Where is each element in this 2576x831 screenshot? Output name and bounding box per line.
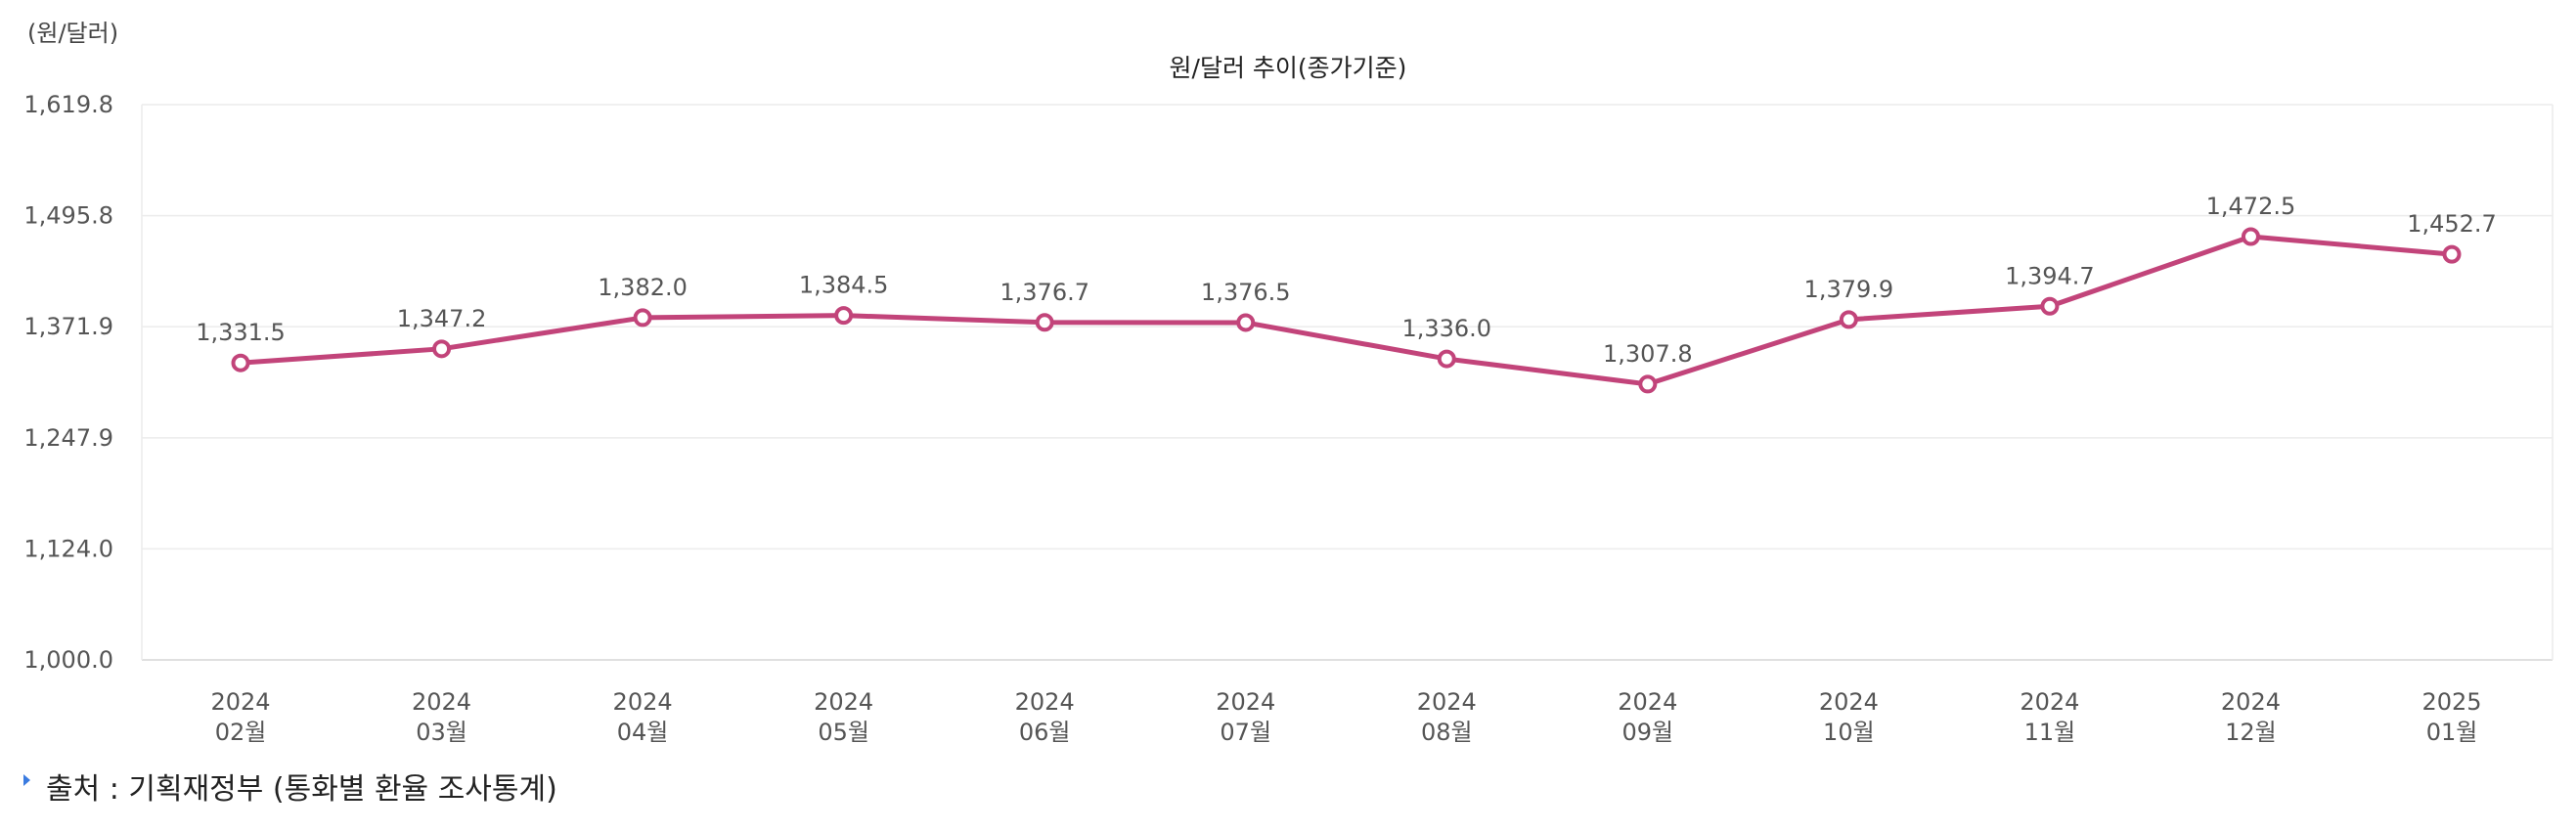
- data-label: 1,394.7: [2005, 262, 2095, 289]
- x-tick-month: 01월: [2426, 719, 2478, 746]
- x-tick-year: 2024: [2221, 688, 2281, 716]
- data-point: [1839, 310, 1858, 329]
- source-text: 출처 : 기획재정부 (통화별 환율 조사통계): [46, 772, 557, 807]
- x-tick-month: 03월: [416, 719, 467, 746]
- data-point: [834, 306, 854, 326]
- data-label: 1,331.5: [196, 319, 286, 346]
- x-tick-year: 2025: [2421, 688, 2481, 716]
- data-labels: 1,331.5 1,347.2 1,382.0 1,384.5 1,376.7 1,376…: [196, 193, 2497, 368]
- data-label: 1,376.7: [999, 279, 1089, 306]
- y-tick-label: 1,371.9: [23, 313, 113, 340]
- data-label: 1,347.2: [397, 305, 487, 332]
- x-tick-year: 2024: [613, 688, 673, 716]
- data-label: 1,382.0: [598, 274, 688, 301]
- series-path: [238, 234, 2455, 387]
- data-point: [2040, 296, 2060, 316]
- y-axis: 1,000.0 1,124.0 1,247.9 1,371.9 1,495.8 1,619…: [23, 91, 113, 674]
- x-tick-year: 2024: [1618, 688, 1677, 716]
- y-unit-label: (원/달러): [27, 20, 119, 47]
- y-tick-label: 1,247.9: [23, 424, 113, 452]
- series-line: [231, 227, 2462, 394]
- data-label: 1,472.5: [2206, 193, 2296, 220]
- data-point: [1638, 374, 1658, 394]
- data-point: [1437, 349, 1456, 369]
- data-point: [1035, 313, 1054, 332]
- data-label: 1,307.8: [1603, 340, 1693, 368]
- data-point: [633, 308, 652, 328]
- x-tick-month: 09월: [1622, 719, 1674, 746]
- x-tick-month: 11월: [2024, 719, 2076, 746]
- y-tick-label: 1,619.8: [23, 91, 113, 118]
- x-tick-month: 06월: [1019, 719, 1071, 746]
- chart-title: 원/달러 추이(종가기준): [1169, 54, 1407, 82]
- data-label: 1,376.5: [1201, 279, 1291, 306]
- data-label: 1,336.0: [1401, 315, 1491, 342]
- x-tick-year: 2024: [210, 688, 270, 716]
- x-tick-year: 2024: [1819, 688, 1879, 716]
- source-note: 출처 : 기획재정부 (통화별 환율 조사통계): [23, 765, 557, 808]
- bullet-icon: [23, 774, 30, 786]
- data-point: [1236, 313, 1256, 332]
- x-tick-month: 05월: [818, 719, 869, 746]
- x-tick-year: 2024: [1216, 688, 1275, 716]
- data-label: 1,452.7: [2407, 210, 2497, 238]
- y-tick-label: 1,000.0: [23, 646, 113, 674]
- x-tick-month: 08월: [1421, 719, 1473, 746]
- y-tick-label: 1,124.0: [23, 535, 113, 562]
- y-tick-label: 1,495.8: [23, 202, 113, 230]
- x-tick-year: 2024: [1417, 688, 1477, 716]
- x-tick-year: 2024: [2020, 688, 2079, 716]
- x-tick-month: 12월: [2225, 719, 2277, 746]
- x-axis: 2024 02월 2024 03월 2024 04월 2024 05월 2024 06월 2024 0…: [210, 688, 2481, 746]
- data-label: 1,379.9: [1804, 276, 1894, 303]
- x-tick-month: 02월: [215, 719, 267, 746]
- x-tick-year: 2024: [412, 688, 471, 716]
- x-tick-month: 04월: [617, 719, 669, 746]
- data-point: [2241, 227, 2260, 246]
- data-label: 1,384.5: [799, 272, 889, 299]
- x-tick-year: 2024: [1015, 688, 1075, 716]
- x-tick-year: 2024: [814, 688, 873, 716]
- data-point: [231, 353, 250, 372]
- data-point: [432, 339, 452, 359]
- data-point: [2442, 244, 2462, 264]
- x-tick-month: 07월: [1220, 719, 1271, 746]
- x-tick-month: 10월: [1823, 719, 1875, 746]
- grid-lines: [141, 104, 2554, 661]
